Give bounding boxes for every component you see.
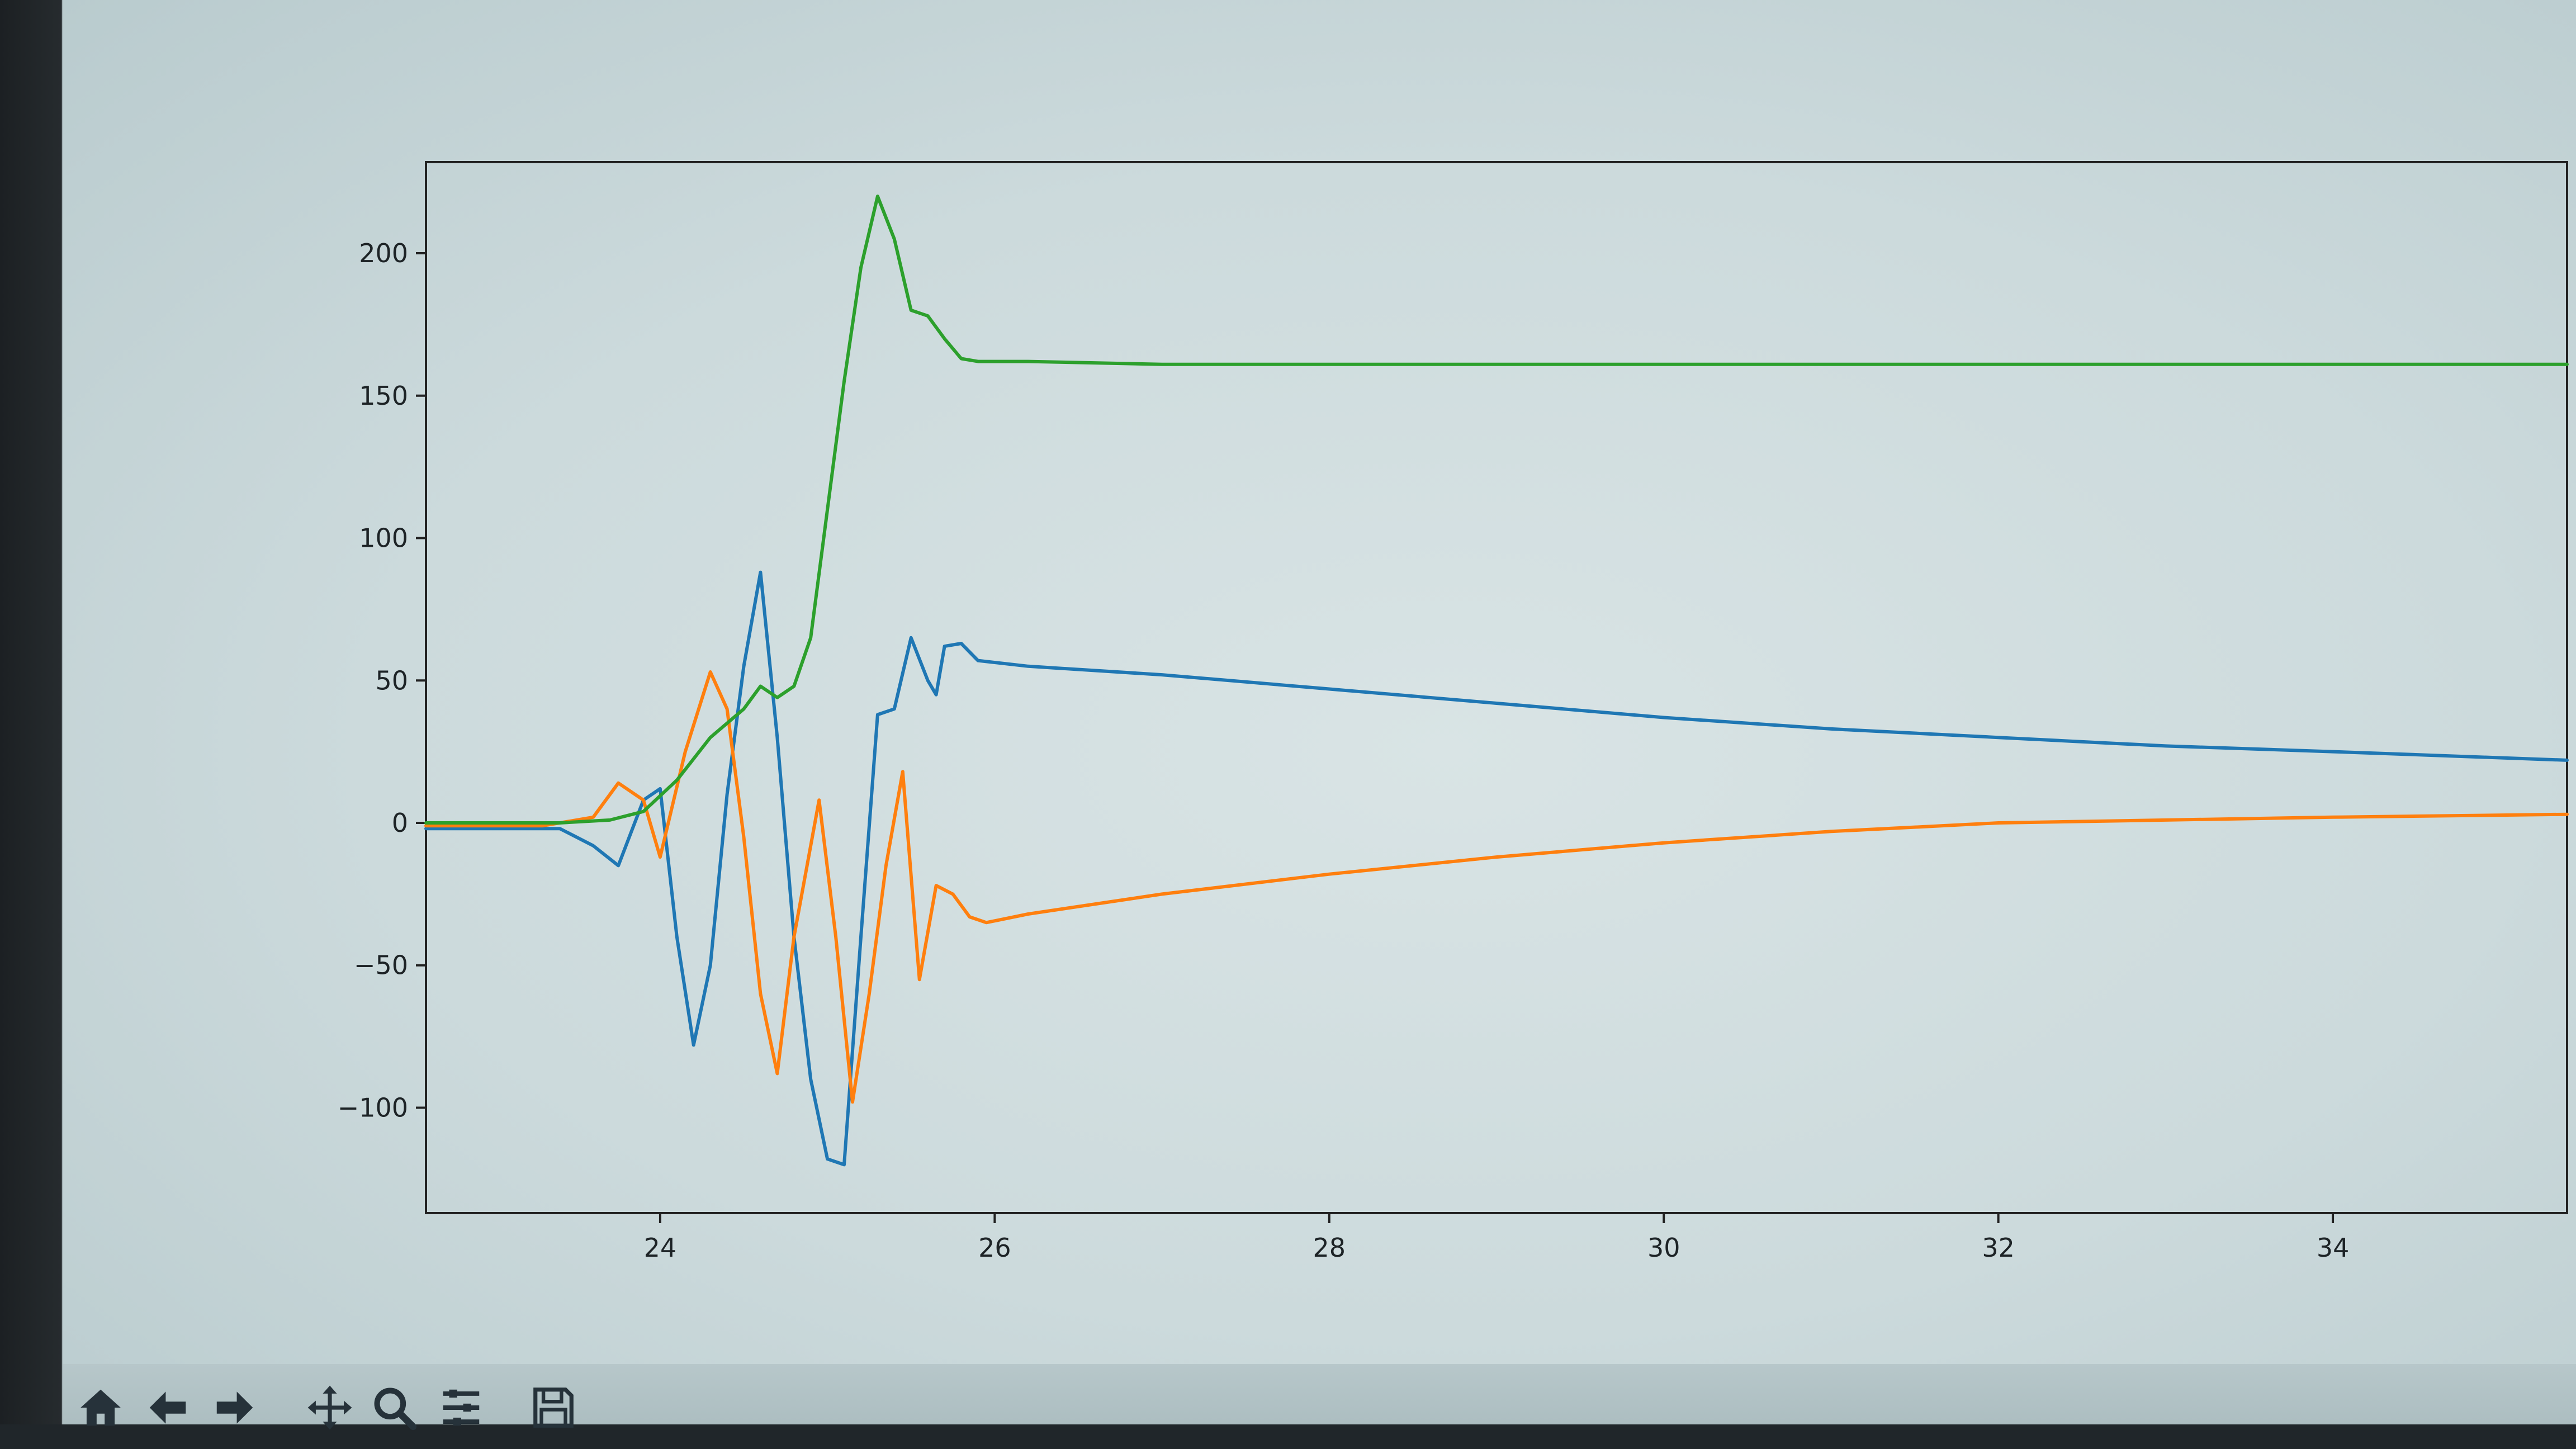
y-tick-label: 150 xyxy=(359,381,408,411)
series-line-blue xyxy=(424,570,2569,1167)
y-tick: 100 xyxy=(359,523,426,553)
x-tick-label: 24 xyxy=(644,1233,677,1263)
y-tick-label: 200 xyxy=(359,238,408,268)
x-tick: 32 xyxy=(1982,1213,2015,1263)
y-tick-label: 0 xyxy=(392,808,408,838)
y-tick: 50 xyxy=(375,665,426,695)
line-chart: 24 26 28 30 32 34 −100 −50 0 50 100 150 200 xyxy=(338,161,2569,1263)
x-tick-label: 28 xyxy=(1313,1233,1346,1263)
x-tick-label: 30 xyxy=(1647,1233,1680,1263)
series-line-orange xyxy=(424,670,2569,1104)
y-tick: 150 xyxy=(359,381,426,411)
y-tick: −50 xyxy=(354,950,426,981)
zoom-button[interactable] xyxy=(366,1380,422,1436)
series-line-green xyxy=(424,195,2569,825)
y-tick: 0 xyxy=(392,808,426,838)
x-tick: 24 xyxy=(644,1213,677,1263)
save-button[interactable] xyxy=(525,1380,581,1436)
axes-frame xyxy=(425,161,2568,1214)
floppy-disk-icon xyxy=(533,1388,574,1428)
x-tick-label: 34 xyxy=(2317,1233,2350,1263)
y-tick: −100 xyxy=(338,1092,426,1123)
y-tick-label: −50 xyxy=(354,950,408,981)
x-tick-label: 26 xyxy=(978,1233,1011,1263)
x-tick: 26 xyxy=(978,1213,1011,1263)
back-button[interactable] xyxy=(140,1380,196,1436)
magnifier-icon xyxy=(374,1388,417,1431)
x-tick: 28 xyxy=(1313,1213,1346,1263)
x-tick: 30 xyxy=(1647,1213,1680,1263)
configure-subplots-button[interactable] xyxy=(433,1380,489,1436)
x-tick: 34 xyxy=(2317,1213,2350,1263)
y-tick: 200 xyxy=(359,238,426,268)
forward-button[interactable] xyxy=(207,1380,263,1436)
y-tick-label: 100 xyxy=(359,523,408,553)
sliders-icon xyxy=(443,1389,480,1426)
figure-canvas: 24 26 28 30 32 34 −100 −50 0 50 100 150 200 xyxy=(63,0,2576,1364)
home-icon xyxy=(80,1389,121,1426)
move-icon xyxy=(307,1385,352,1430)
y-axis-ticks: −100 −50 0 50 100 150 200 xyxy=(338,238,426,1123)
taskbar xyxy=(0,1424,2576,1449)
arrow-right-icon xyxy=(216,1391,253,1424)
y-tick-label: −100 xyxy=(338,1092,408,1123)
arrow-left-icon xyxy=(149,1391,186,1424)
x-tick-label: 32 xyxy=(1982,1233,2015,1263)
pan-button[interactable] xyxy=(302,1380,358,1436)
home-button[interactable] xyxy=(73,1380,129,1436)
x-axis-ticks: 24 26 28 30 32 34 xyxy=(644,1213,2350,1263)
y-tick-label: 50 xyxy=(375,665,408,695)
series-layer xyxy=(424,195,2569,1167)
